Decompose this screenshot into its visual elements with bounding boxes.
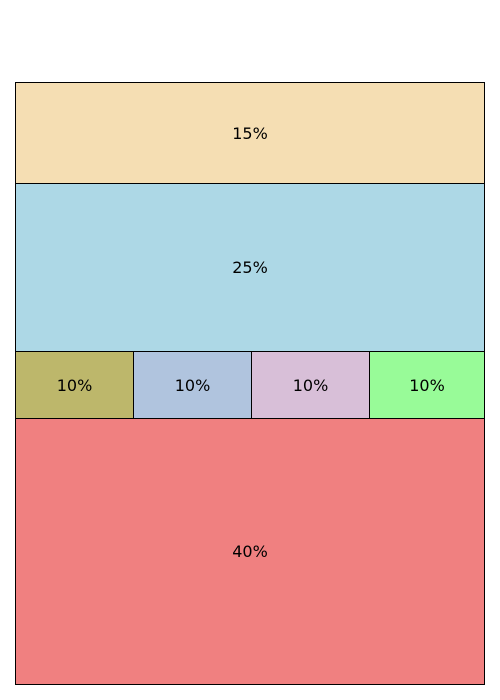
treemap-cell-3-0: 40%	[15, 418, 485, 685]
treemap-cell-2-3: 10%	[369, 351, 485, 419]
treemap-cell-label: 10%	[174, 375, 211, 395]
treemap-cell-1-0: 25%	[15, 183, 485, 352]
treemap-cell-label: 40%	[232, 542, 268, 561]
treemap-cell-label: 10%	[409, 375, 445, 395]
treemap-cell-2-1: 10%	[133, 351, 252, 419]
treemap-cell-label: 10%	[56, 375, 93, 395]
treemap-cell-label: 15%	[232, 123, 268, 143]
treemap-cell-2-0: 10%	[15, 351, 134, 419]
treemap-cell-label: 10%	[292, 375, 329, 395]
treemap-plot-area: 15% 25% 10% 10% 10% 10% 40%	[15, 82, 485, 685]
treemap-cell-label: 25%	[232, 258, 268, 277]
treemap-cell-0-0: 15%	[15, 82, 485, 184]
treemap-cell-2-2: 10%	[251, 351, 370, 419]
